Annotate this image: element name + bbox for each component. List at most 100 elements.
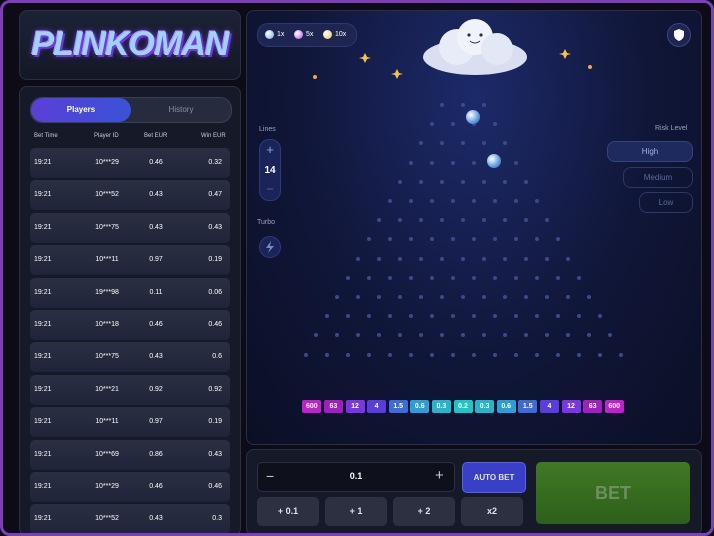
peg: [440, 141, 444, 146]
peg: [419, 141, 423, 146]
peg: [324, 352, 329, 357]
peg: [513, 160, 518, 165]
peg: [503, 141, 507, 146]
peg: [524, 333, 528, 338]
peg: [461, 333, 465, 338]
peg: [555, 352, 560, 357]
cell: 10***69: [95, 450, 119, 458]
peg: [534, 237, 539, 242]
peg: [503, 256, 507, 261]
peg: [608, 333, 612, 338]
peg: [450, 199, 455, 203]
peg: [429, 122, 434, 127]
multiplier-slot: 1.5: [388, 400, 408, 413]
peg: [366, 237, 371, 242]
peg: [408, 352, 413, 357]
tab-history[interactable]: History: [168, 105, 194, 114]
multiplier-slot: 600: [604, 400, 624, 413]
peg: [366, 352, 371, 357]
cell: 10***29: [95, 159, 119, 166]
multiplier-slot: 0.3: [431, 400, 451, 413]
peg: [429, 275, 434, 280]
quick-button[interactable]: + 0.1: [257, 497, 319, 526]
ball-icon: [265, 30, 274, 39]
risk-low[interactable]: Low: [639, 192, 693, 213]
player-row: 19:21 10***69 0.86 0.43: [30, 439, 230, 470]
peg: [492, 314, 497, 319]
peg: [545, 295, 549, 299]
peg: [576, 275, 581, 280]
tab-players[interactable]: Players: [31, 98, 131, 122]
risk-high[interactable]: High: [607, 141, 693, 162]
auto-bet-button[interactable]: AUTO BET: [462, 462, 526, 493]
peg: [513, 237, 518, 242]
player-row: 19:21 19***98 0.11 0.06: [30, 277, 230, 308]
peg: [429, 352, 434, 357]
peg: [492, 237, 497, 242]
peg: [482, 333, 486, 338]
player-row: 19:21 10***21 0.92 0.92: [30, 374, 230, 405]
peg: [545, 256, 549, 261]
amount-minus[interactable]: −: [266, 468, 275, 484]
peg: [345, 314, 350, 319]
cell: 10***52: [95, 191, 119, 199]
lines-minus[interactable]: −: [266, 182, 274, 196]
bet-panel: − 0.1 + AUTO BET BET + 0.1 + 1 + 2 x2: [246, 449, 702, 533]
peg: [398, 295, 402, 299]
peg: [440, 256, 444, 261]
player-row: 19:21 10***18 0.46 0.46: [30, 310, 230, 340]
multiplier-slot: 63: [323, 400, 343, 413]
peg: [587, 295, 591, 299]
peg: [471, 199, 476, 203]
peg: [419, 295, 423, 299]
peg: [471, 237, 476, 242]
peg: [482, 141, 486, 146]
ball: [487, 154, 501, 168]
peg: [408, 275, 413, 280]
multiplier-slot: 0.3: [475, 400, 495, 413]
ball-legend: 1x 5x 10x: [257, 23, 357, 47]
peg: [387, 199, 392, 203]
peg: [513, 275, 518, 280]
bet-button[interactable]: BET: [536, 462, 690, 524]
peg: [576, 352, 581, 357]
peg: [492, 352, 497, 357]
peg: [440, 333, 444, 338]
peg: [576, 314, 581, 319]
cell: 0.92: [149, 385, 163, 393]
peg: [440, 218, 444, 223]
cell: 19:21: [34, 450, 52, 458]
amount-value[interactable]: 0.1: [349, 471, 363, 481]
cell: 10***75: [95, 353, 119, 361]
peg: [387, 314, 392, 319]
lines-plus[interactable]: +: [266, 142, 274, 157]
cell: 19:21: [34, 418, 52, 426]
shield-icon: [674, 29, 684, 41]
multiplier-slot: 4: [367, 400, 387, 413]
quick-button[interactable]: x2: [461, 497, 523, 526]
peg: [534, 314, 539, 319]
ball: [466, 110, 480, 124]
cell: 0.97: [149, 256, 163, 264]
shield-button[interactable]: [667, 23, 691, 47]
peg: [471, 160, 476, 165]
peg: [587, 333, 591, 338]
peg: [366, 275, 371, 280]
peg: [461, 256, 465, 261]
peg: [492, 122, 497, 127]
quick-button[interactable]: + 2: [393, 497, 455, 526]
peg: [408, 199, 413, 203]
cell: 19:21: [34, 353, 52, 361]
cell: 0.92: [208, 385, 222, 393]
peg: [377, 218, 381, 223]
quick-button[interactable]: + 1: [325, 497, 387, 526]
cell: 0.46: [208, 321, 222, 328]
risk-medium[interactable]: Medium: [623, 167, 693, 188]
cell: 19:21: [34, 223, 52, 231]
peg: [377, 256, 381, 261]
amount-plus[interactable]: +: [435, 467, 444, 484]
peg: [482, 179, 486, 184]
peg: [419, 218, 423, 223]
cell: 0.43: [149, 353, 163, 361]
turbo-button[interactable]: [259, 236, 281, 258]
